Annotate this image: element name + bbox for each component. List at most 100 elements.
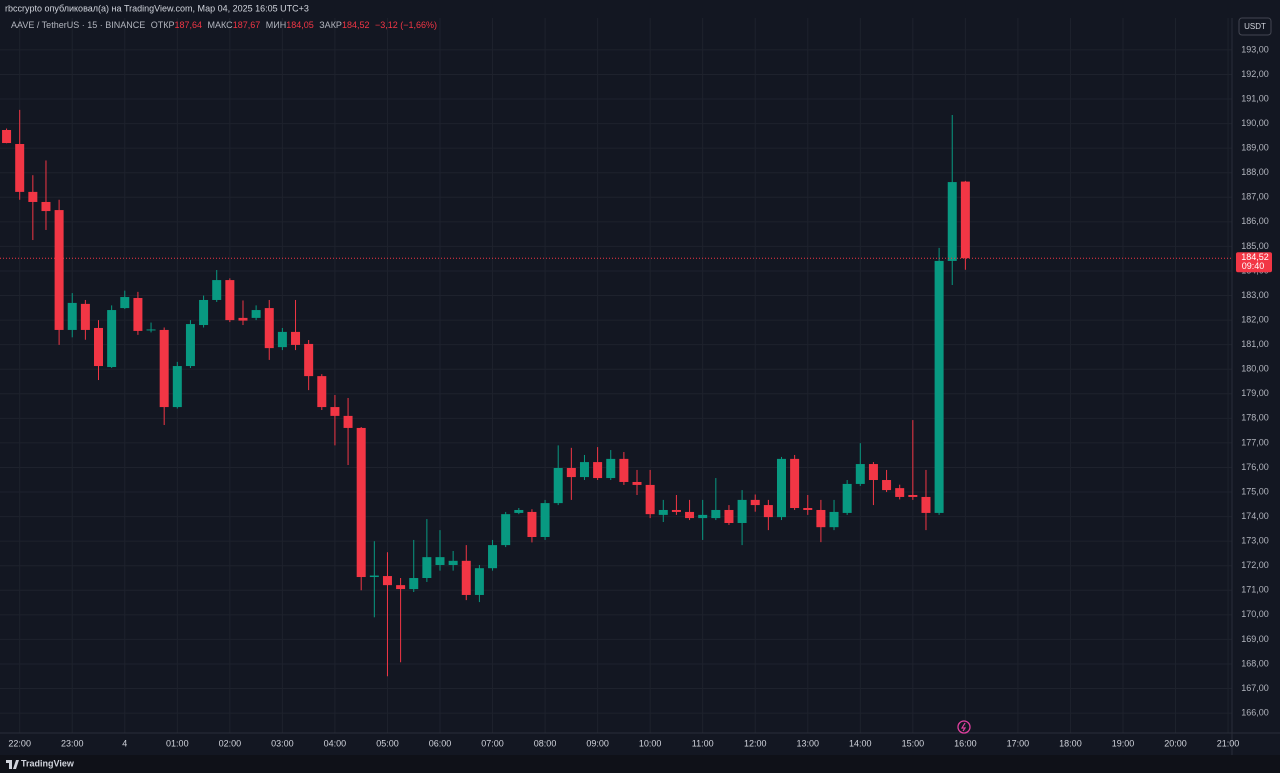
y-tick-label: 172,00 — [1241, 560, 1269, 570]
y-tick-label: 191,00 — [1241, 93, 1269, 103]
y-tick-label: 167,00 — [1241, 683, 1269, 693]
candle-body — [94, 327, 104, 367]
logo — [6, 760, 19, 769]
candle-body — [488, 545, 498, 569]
ohlc-value: 184,05 — [286, 20, 314, 30]
y-tick-label: 183,00 — [1241, 290, 1269, 300]
candle-body — [698, 514, 708, 519]
candle-body — [908, 494, 918, 497]
candle-body — [501, 514, 511, 546]
candle-body — [15, 144, 25, 192]
x-tick-label: 14:00 — [849, 738, 872, 748]
y-tick-label: 173,00 — [1241, 536, 1269, 546]
y-tick-label: 170,00 — [1241, 609, 1269, 619]
y-tick-label: 180,00 — [1241, 364, 1269, 374]
candle-body — [855, 464, 865, 484]
candle-body — [882, 480, 892, 491]
currency-button[interactable] — [1238, 17, 1272, 36]
candle-body — [671, 509, 681, 512]
candle-body — [277, 331, 287, 348]
ohlc-label: МАКС — [208, 20, 234, 30]
candle-body — [369, 575, 379, 578]
candle-body — [291, 331, 301, 345]
candle-body — [356, 427, 366, 578]
y-tick-label: 181,00 — [1241, 339, 1269, 349]
x-tick-label: 05:00 — [376, 738, 399, 748]
y-tick-label: 193,00 — [1241, 44, 1269, 54]
symbol: AAVE / TetherUS · 15 · BINANCE — [11, 20, 145, 30]
candle-body — [409, 578, 419, 590]
candle-body — [41, 201, 51, 212]
y-tick-label: 174,00 — [1241, 511, 1269, 521]
candle-body — [724, 509, 734, 523]
y-tick-label: 177,00 — [1241, 437, 1269, 447]
candle-body — [960, 181, 970, 259]
candle-body — [593, 462, 603, 479]
candle-body — [185, 324, 195, 367]
candle-body — [514, 509, 524, 513]
ohlc-value: 184,52 — [342, 20, 370, 30]
x-tick-label: 22:00 — [8, 738, 31, 748]
candle-body — [934, 260, 944, 513]
y-tick-label: 176,00 — [1241, 462, 1269, 472]
x-tick-label: 23:00 — [61, 738, 84, 748]
candle-body — [317, 376, 327, 408]
x-tick-label: 16:00 — [954, 738, 977, 748]
candle-body — [28, 191, 38, 202]
x-tick-label: 18:00 — [1059, 738, 1082, 748]
y-tick-label: 169,00 — [1241, 634, 1269, 644]
x-tick-label: 20:00 — [1164, 738, 1187, 748]
x-tick-label: 15:00 — [902, 738, 925, 748]
x-tick-label: 03:00 — [271, 738, 294, 748]
candle-body — [422, 557, 432, 579]
candle-body — [711, 509, 721, 519]
ohlc-label: МИН — [266, 20, 286, 30]
event-icon — [957, 720, 971, 734]
x-tick-label: 11:00 — [692, 738, 714, 748]
candle-body — [212, 280, 222, 300]
candle-body — [304, 343, 314, 377]
candle-body — [921, 496, 931, 513]
candle-body — [474, 568, 484, 595]
y-tick-label: 185,00 — [1241, 241, 1269, 251]
y-tick-label: 178,00 — [1241, 413, 1269, 423]
candle-body — [553, 467, 563, 504]
candle-body — [54, 210, 64, 330]
candle-body — [382, 576, 392, 586]
candle-body — [435, 557, 445, 565]
candle-body — [895, 488, 905, 497]
candles — [0, 109, 1232, 677]
brand: TradingView — [21, 758, 75, 768]
candle-body — [829, 511, 839, 528]
candle-body — [763, 505, 773, 518]
candle-body — [146, 329, 156, 331]
x-tick-label: 12:00 — [744, 738, 767, 748]
x-tick-label: 13:00 — [796, 738, 819, 748]
y-tick-label: 175,00 — [1241, 486, 1269, 496]
y-tick-label: 179,00 — [1241, 388, 1269, 398]
candle-body — [343, 415, 353, 428]
x-tick-label: 06:00 — [429, 738, 452, 748]
last-price-label: 184,52 — [1241, 252, 1269, 262]
y-tick-label: 192,00 — [1241, 69, 1269, 79]
x-tick-label: 09:00 — [586, 738, 609, 748]
candle-body — [750, 499, 760, 506]
candle-body — [120, 297, 130, 309]
candle-body — [396, 585, 406, 590]
candle-body — [737, 499, 747, 523]
candle-body — [133, 298, 143, 331]
candle-body — [107, 310, 117, 368]
published-note: rbccrypto опубликовал(а) на TradingView.… — [5, 3, 309, 13]
candle-body — [685, 511, 695, 519]
candle-body — [868, 464, 878, 481]
candle-body — [67, 302, 77, 330]
y-tick-label: 182,00 — [1241, 314, 1269, 324]
x-tick-label: 01:00 — [166, 738, 189, 748]
candle-body — [658, 509, 668, 515]
currency-label[interactable]: USDT — [1244, 22, 1266, 31]
y-tick-label: 168,00 — [1241, 658, 1269, 668]
candle-body — [527, 511, 537, 537]
ohlc-value: 187,64 — [174, 20, 202, 30]
candle-body — [199, 299, 209, 326]
